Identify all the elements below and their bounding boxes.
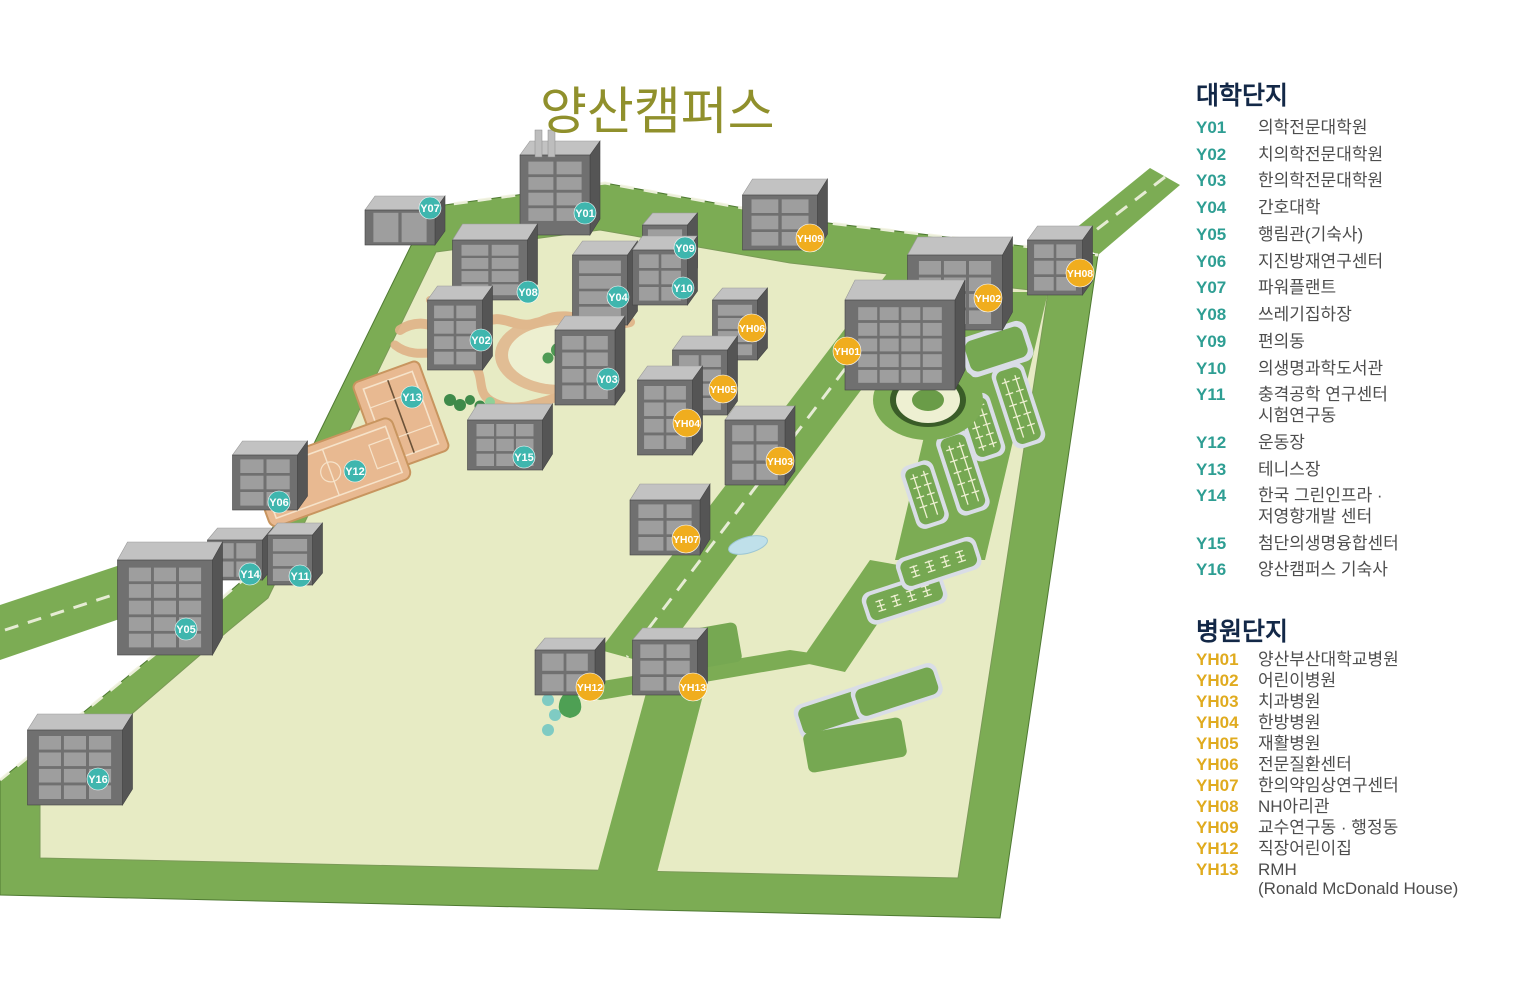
svg-text:Y15: Y15 [514, 452, 534, 464]
svg-text:YH07: YH07 [673, 534, 699, 546]
svg-text:Y03: Y03 [598, 374, 618, 386]
svg-text:Y10: Y10 [673, 283, 693, 295]
svg-text:Y11: Y11 [291, 571, 310, 583]
svg-text:Y14: Y14 [240, 569, 260, 581]
svg-text:Y06: Y06 [269, 497, 289, 509]
svg-text:Y16: Y16 [88, 774, 108, 786]
svg-text:Y02: Y02 [471, 335, 491, 347]
svg-text:Y13: Y13 [402, 392, 422, 404]
svg-text:YH12: YH12 [577, 682, 603, 694]
svg-text:Y01: Y01 [575, 208, 595, 220]
svg-text:YH04: YH04 [674, 418, 700, 430]
svg-text:YH13: YH13 [680, 682, 706, 694]
svg-text:Y09: Y09 [675, 243, 695, 255]
svg-text:YH01: YH01 [834, 346, 860, 358]
svg-text:Y12: Y12 [345, 466, 365, 478]
svg-text:YH02: YH02 [975, 293, 1001, 305]
svg-text:Y07: Y07 [420, 203, 440, 215]
svg-text:YH08: YH08 [1067, 268, 1093, 280]
svg-text:Y04: Y04 [608, 292, 628, 304]
svg-text:YH09: YH09 [797, 233, 823, 245]
svg-text:YH05: YH05 [710, 384, 736, 396]
svg-text:Y05: Y05 [176, 624, 196, 636]
svg-text:Y08: Y08 [518, 287, 538, 299]
svg-text:YH03: YH03 [767, 456, 793, 468]
svg-text:YH06: YH06 [739, 323, 765, 335]
